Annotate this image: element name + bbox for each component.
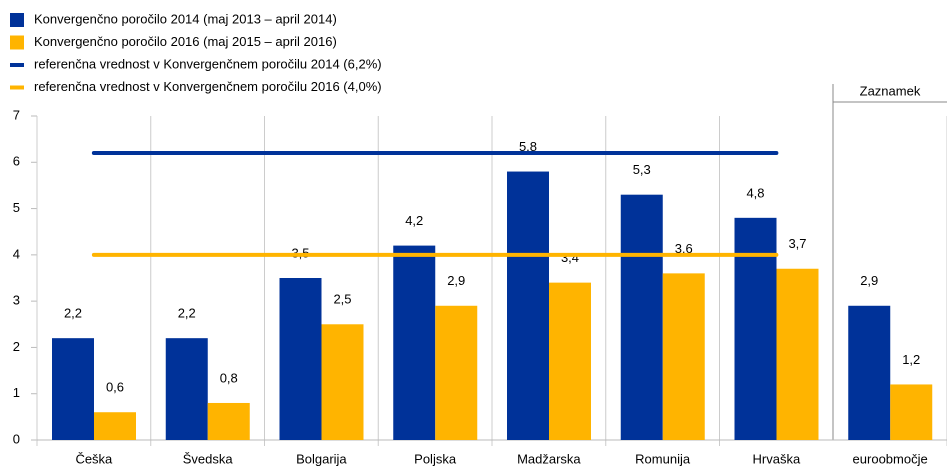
data-label: 2,5 <box>333 292 351 307</box>
bar <box>620 194 663 440</box>
bar <box>848 305 891 440</box>
x-tick-label: Švedska <box>183 451 234 466</box>
y-tick-label: 6 <box>13 154 20 169</box>
data-label: 2,9 <box>447 273 465 288</box>
data-label: 4,8 <box>746 185 764 200</box>
x-tick-label: Madžarska <box>517 451 581 466</box>
data-label: 5,8 <box>519 139 537 154</box>
y-tick-label: 0 <box>13 431 20 446</box>
x-tick-label: Bolgarija <box>296 451 347 466</box>
y-tick-label: 2 <box>13 339 20 354</box>
y-tick-label: 7 <box>13 107 20 122</box>
data-label: 0,8 <box>220 370 238 385</box>
legend-label: Konvergenčno poročilo 2016 (maj 2015 – a… <box>34 34 337 49</box>
x-tick-label: Hrvaška <box>753 451 801 466</box>
data-label: 3,7 <box>788 236 806 251</box>
bar <box>435 305 478 440</box>
bar <box>279 278 322 440</box>
data-label: 3,6 <box>675 241 693 256</box>
data-label: 2,2 <box>64 306 82 321</box>
bar <box>549 282 591 440</box>
bar <box>321 324 364 440</box>
x-tick-label: Poljska <box>414 451 457 466</box>
legend-label: Konvergenčno poročilo 2014 (maj 2013 – a… <box>34 11 337 26</box>
legend-swatch <box>10 63 24 67</box>
bar <box>662 273 705 440</box>
bar <box>52 338 94 440</box>
bar <box>165 338 208 440</box>
y-tick-label: 5 <box>13 200 20 215</box>
legend-label: referenčna vrednost v Konvergenčnem poro… <box>34 79 382 94</box>
bar <box>734 217 777 440</box>
bar <box>94 412 136 440</box>
data-label: 5,3 <box>633 162 651 177</box>
bar <box>890 384 933 440</box>
data-label: 2,9 <box>860 273 878 288</box>
y-tick-label: 4 <box>13 246 20 261</box>
data-label: 4,2 <box>405 213 423 228</box>
bar <box>393 245 436 440</box>
data-label: 3,4 <box>561 250 579 265</box>
y-tick-label: 1 <box>13 385 20 400</box>
data-label: 0,6 <box>106 380 124 395</box>
bar <box>507 171 549 441</box>
y-tick-label: 3 <box>13 293 20 308</box>
x-tick-label: euroobmočje <box>853 451 928 466</box>
legend-label: referenčna vrednost v Konvergenčnem poro… <box>34 56 382 71</box>
legend-swatch <box>10 85 24 90</box>
bar <box>207 402 250 440</box>
x-tick-label: Romunija <box>635 451 691 466</box>
data-label: 1,2 <box>902 352 920 367</box>
legend-swatch <box>10 13 24 27</box>
x-tick-label: Češka <box>75 451 113 466</box>
legend-swatch <box>10 35 24 50</box>
bar <box>776 268 819 440</box>
note-label: Zaznamek <box>860 83 921 98</box>
data-label: 2,2 <box>178 306 196 321</box>
